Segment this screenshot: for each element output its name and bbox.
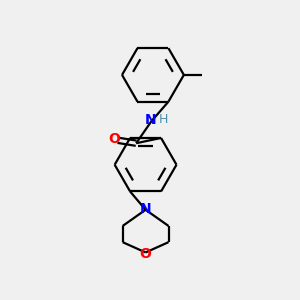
Text: N: N [140, 202, 152, 216]
Text: H: H [159, 113, 169, 127]
Text: O: O [108, 131, 120, 146]
Text: O: O [140, 247, 152, 261]
Text: N: N [145, 113, 157, 127]
